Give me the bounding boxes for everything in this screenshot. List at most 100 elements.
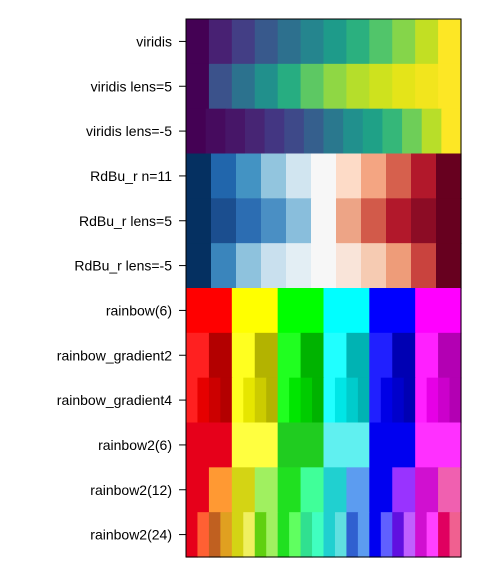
color-cell — [289, 378, 301, 423]
color-cell — [369, 467, 393, 512]
color-cell — [278, 333, 302, 378]
color-cell — [186, 109, 206, 154]
color-cell — [386, 198, 412, 243]
color-cell — [324, 378, 336, 423]
color-cell — [186, 378, 198, 423]
color-cell — [211, 198, 237, 243]
color-cell — [232, 288, 278, 333]
color-cell — [450, 512, 462, 557]
color-cell — [312, 378, 324, 423]
color-cell — [381, 378, 393, 423]
color-cell — [415, 333, 439, 378]
color-cell — [232, 64, 256, 109]
color-cell — [301, 512, 313, 557]
color-cell — [369, 333, 393, 378]
row-label: RdBu_r lens=-5 — [74, 258, 172, 274]
color-cell — [369, 512, 381, 557]
color-cell — [324, 467, 348, 512]
color-cell — [186, 512, 198, 557]
color-cell — [427, 378, 439, 423]
color-cell — [427, 512, 439, 557]
color-cell — [186, 288, 232, 333]
color-cell — [438, 19, 462, 64]
color-cell — [255, 378, 267, 423]
color-cell — [343, 109, 363, 154]
color-cell — [346, 19, 370, 64]
color-cell — [232, 19, 256, 64]
color-cell — [392, 378, 404, 423]
color-cell — [311, 243, 337, 288]
color-cell — [255, 512, 267, 557]
color-cell — [186, 243, 212, 288]
color-cell — [392, 64, 416, 109]
color-cell — [286, 154, 312, 199]
color-cell — [436, 154, 462, 199]
color-cell — [225, 109, 245, 154]
color-cell — [346, 378, 358, 423]
color-cell — [336, 154, 362, 199]
color-cell — [335, 512, 347, 557]
row-label: RdBu_r n=11 — [90, 168, 172, 184]
color-cell — [381, 512, 393, 557]
color-cell — [415, 423, 461, 468]
color-cell — [346, 333, 370, 378]
color-cell — [369, 423, 415, 468]
color-cell — [186, 423, 232, 468]
row-label: rainbow_gradient4 — [57, 392, 172, 408]
color-cell — [369, 19, 393, 64]
color-cell — [411, 198, 437, 243]
color-cell — [438, 333, 462, 378]
color-cell — [278, 378, 290, 423]
color-cell — [186, 198, 212, 243]
color-cell — [361, 154, 387, 199]
color-cell — [335, 378, 347, 423]
color-cell — [369, 378, 381, 423]
row-label: viridis — [136, 33, 172, 49]
color-cell — [236, 154, 262, 199]
row-label: rainbow(6) — [106, 302, 172, 318]
color-cell — [211, 154, 237, 199]
color-cell — [415, 467, 439, 512]
color-cell — [301, 378, 313, 423]
color-cell — [211, 243, 237, 288]
color-cell — [415, 378, 427, 423]
color-cell — [209, 512, 221, 557]
color-cell — [438, 64, 462, 109]
color-cell — [186, 19, 210, 64]
color-cell — [324, 19, 348, 64]
color-cell — [402, 109, 422, 154]
color-cell — [369, 288, 415, 333]
color-cell — [220, 378, 232, 423]
color-cell — [438, 467, 462, 512]
color-cell — [346, 467, 370, 512]
color-cell — [415, 288, 461, 333]
color-cell — [358, 378, 370, 423]
color-cell — [441, 109, 461, 154]
color-cell — [261, 243, 287, 288]
color-cell — [261, 198, 287, 243]
color-cell — [382, 109, 402, 154]
color-cell — [232, 467, 256, 512]
color-cell — [361, 243, 387, 288]
color-cell — [197, 512, 209, 557]
color-cell — [361, 198, 387, 243]
color-cell — [304, 109, 324, 154]
color-cell — [438, 512, 450, 557]
color-cell — [286, 198, 312, 243]
color-cell — [197, 378, 209, 423]
row-label: viridis lens=5 — [91, 78, 173, 94]
color-cell — [255, 19, 279, 64]
color-cell — [301, 19, 325, 64]
color-cell — [336, 243, 362, 288]
color-cell — [255, 333, 279, 378]
color-cell — [284, 109, 304, 154]
color-cell — [392, 512, 404, 557]
color-cell — [324, 423, 370, 468]
color-cell — [243, 512, 255, 557]
color-cells — [186, 19, 462, 558]
color-cell — [436, 243, 462, 288]
color-cell — [346, 64, 370, 109]
color-cell — [265, 109, 285, 154]
color-cell — [209, 378, 221, 423]
